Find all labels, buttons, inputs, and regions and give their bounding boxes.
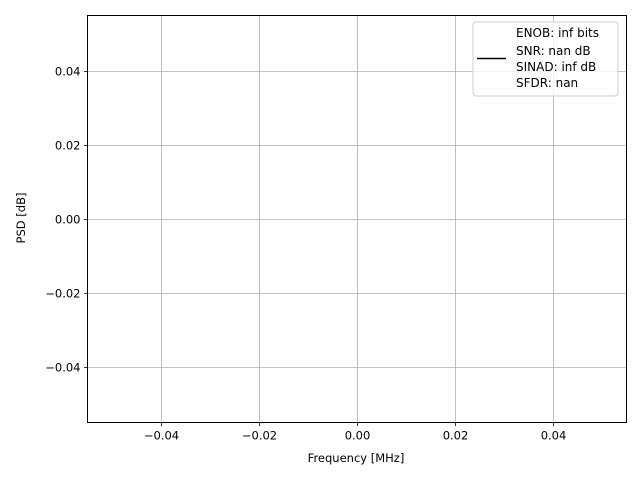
x-tick-label: −0.04 [144,429,179,443]
legend-snr: SNR: nan dB [516,44,591,58]
ticks: −0.04 −0.02 0.00 0.02 0.04 −0.04 −0.02 0.00 0.02… [45,65,566,443]
x-tick-label: 0.00 [345,429,371,443]
legend-sfdr: SFDR: nan [516,76,578,90]
legend-enob: ENOB: inf bits [516,26,599,40]
x-tick-label: 0.04 [541,429,567,443]
y-tick-label: 0.02 [55,139,81,153]
x-axis-label: Frequency [MHz] [308,451,405,465]
legend-box [472,21,619,97]
y-tick-label: 0.00 [55,213,81,227]
x-tick-label: −0.02 [242,429,277,443]
y-tick-label: 0.04 [55,65,81,79]
plot-frame [87,15,627,423]
y-tick-label: −0.02 [45,287,80,301]
x-tick-label: 0.02 [443,429,469,443]
legend-sinad: SINAD: inf dB [516,60,596,74]
legend: ENOB: inf bits SNR: nan dB SINAD: inf dB… [472,21,619,97]
y-axis-label: PSD [dB] [14,193,28,244]
y-tick-label: −0.04 [45,361,80,375]
